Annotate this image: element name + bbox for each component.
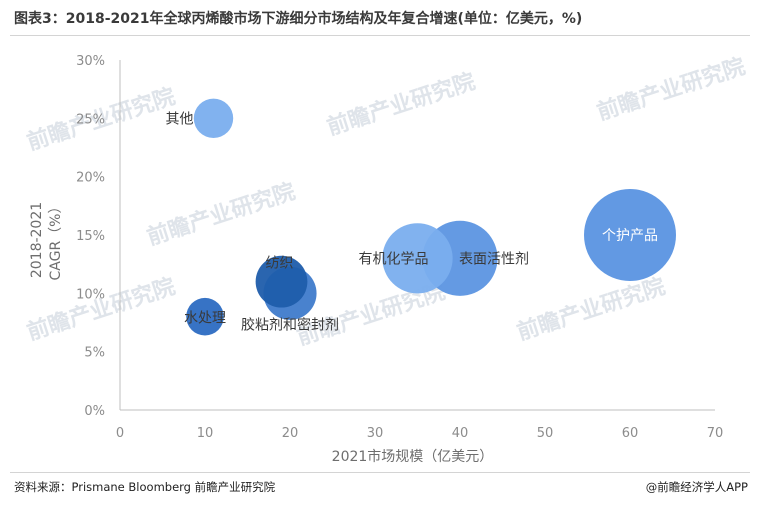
y-axis-title-line: CAGR（%）	[48, 200, 64, 281]
y-tick-label: 0%	[84, 404, 105, 419]
bubble-label: 胶粘剂和密封剂	[241, 316, 339, 333]
watermark-text: 前瞻产业研究院	[324, 68, 479, 140]
x-tick-label: 60	[622, 426, 639, 441]
x-tick-label: 10	[197, 426, 214, 441]
bubble-label: 个护产品	[602, 228, 658, 244]
y-tick-label: 15%	[76, 229, 105, 244]
x-tick-label: 70	[707, 426, 724, 441]
bubble-label: 表面活性剂	[459, 251, 529, 267]
x-axis-title: 2021市场规模（亿美元）	[332, 448, 494, 465]
y-tick-label: 10%	[76, 287, 105, 302]
y-tick-label: 20%	[76, 171, 105, 186]
chart-title: 图表3：2018-2021年全球丙烯酸市场下游细分市场结构及年复合增速(单位：亿…	[14, 11, 583, 27]
y-tick-label: 25%	[76, 112, 105, 127]
x-tick-label: 20	[282, 426, 299, 441]
y-axis-title: 2018-2021 CAGR（%）	[29, 200, 64, 281]
x-tick-label: 50	[537, 426, 554, 441]
bubble-label: 纺织	[266, 256, 294, 272]
bubble	[584, 189, 676, 281]
watermark-text: 前瞻产业研究院	[514, 273, 669, 345]
bubble	[382, 223, 453, 294]
watermark-text: 前瞻产业研究院	[594, 53, 749, 125]
x-tick-label: 30	[367, 426, 384, 441]
chart-axes: 0 10 20 30 40 50 60 70 0% 5% 10% 15% 20% 25% 30% 2021市场…	[29, 54, 723, 465]
bubble-label: 有机化学品	[359, 251, 429, 267]
chart-bubbles	[186, 98, 676, 336]
bubble	[186, 297, 224, 336]
watermark-text: 前瞻产业研究院	[24, 273, 179, 345]
y-axis-title-line: 2018-2021	[29, 202, 45, 278]
title-divider	[10, 35, 750, 36]
footer-divider	[10, 472, 750, 473]
credit-note: @前瞻经济学人APP	[645, 480, 748, 494]
bubble-label: 其他	[166, 111, 194, 127]
watermark-text: 前瞻产业研究院	[144, 178, 299, 250]
y-tick-label: 30%	[76, 54, 105, 69]
bubble	[255, 255, 308, 308]
bubble-label: 水处理	[184, 311, 226, 327]
x-tick-label: 0	[116, 426, 124, 441]
source-note: 资料来源：Prismane Bloomberg 前瞻产业研究院	[14, 480, 276, 494]
x-tick-label: 40	[452, 426, 469, 441]
bubble	[193, 98, 234, 139]
y-tick-label: 5%	[84, 346, 105, 361]
